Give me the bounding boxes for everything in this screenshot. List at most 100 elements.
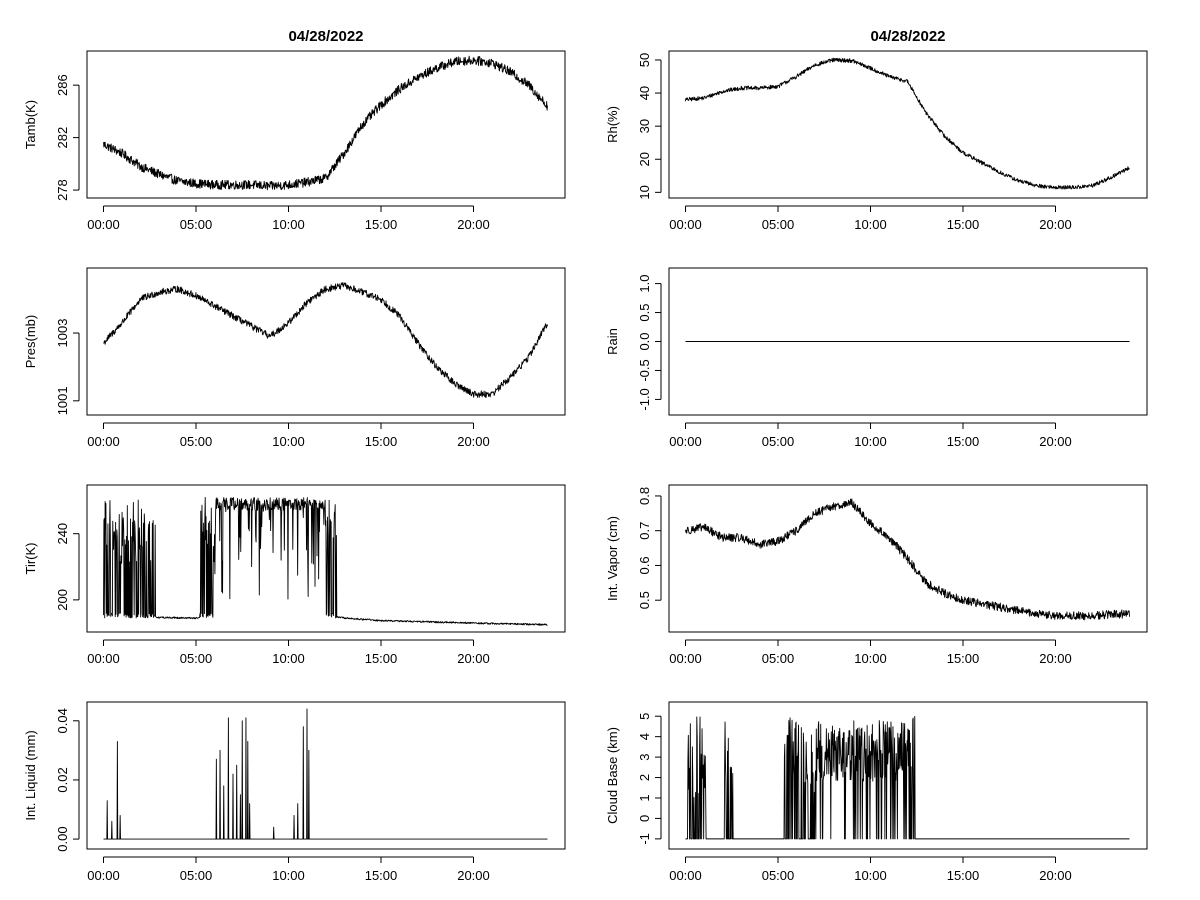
y-axis-label: Tir(K) — [23, 542, 38, 574]
x-tick-label: 20:00 — [457, 434, 490, 449]
x-tick-label: 15:00 — [365, 217, 398, 232]
y-tick-label: 0.5 — [637, 591, 652, 609]
x-tick-label: 20:00 — [1039, 217, 1072, 232]
x-tick-label: 10:00 — [272, 868, 305, 883]
x-tick-label: 05:00 — [180, 217, 213, 232]
plot-frame — [668, 50, 1148, 199]
y-tick-label: -1 — [637, 833, 652, 845]
x-tick-label: 15:00 — [947, 651, 980, 666]
y-axis-label: Tamb(K) — [23, 100, 38, 149]
x-tick-label: 00:00 — [669, 434, 702, 449]
data-series-line — [103, 496, 548, 626]
panel-int-liquid-mm: 00:00 05:00 10:00 15:00 20:00 0.00 0.02 0.04 Int… — [23, 701, 566, 883]
data-series-line — [685, 498, 1130, 621]
y-tick-label: 0.7 — [637, 522, 652, 540]
y-axis-label: Rh(%) — [605, 106, 620, 143]
x-tick-label: 10:00 — [854, 651, 887, 666]
x-tick-label: 05:00 — [180, 434, 213, 449]
plot-frame — [86, 484, 566, 633]
plot-frame — [668, 484, 1148, 633]
y-tick-label: 286 — [55, 74, 70, 96]
x-tick-label: 00:00 — [87, 651, 120, 666]
panel-rh: 00:00 05:00 10:00 15:00 20:00 10 20 30 40 50 Rh(%) — [605, 50, 1148, 232]
y-tick-label: 0.00 — [55, 826, 70, 851]
y-tick-label: 0.6 — [637, 556, 652, 574]
x-tick-label: 20:00 — [1039, 434, 1072, 449]
y-tick-label: 4 — [637, 733, 652, 740]
plot-frame — [86, 50, 566, 199]
x-tick-label: 10:00 — [854, 434, 887, 449]
data-series-line — [103, 55, 548, 191]
y-tick-label: 30 — [637, 119, 652, 133]
x-tick-label: 05:00 — [762, 868, 795, 883]
y-tick-label: 0.0 — [637, 332, 652, 350]
x-tick-label: 20:00 — [1039, 651, 1072, 666]
y-tick-label: 282 — [55, 127, 70, 149]
x-tick-label: 05:00 — [762, 434, 795, 449]
panel-tir-k: 00:00 05:00 10:00 15:00 20:00 200 240 Tir(K) — [23, 484, 566, 666]
x-tick-label: 15:00 — [947, 868, 980, 883]
y-axis-label: Int. Vapor (cm) — [605, 516, 620, 601]
y-axis-label: Int. Liquid (mm) — [23, 730, 38, 820]
y-tick-label: 50 — [637, 53, 652, 67]
y-tick-label: 0 — [637, 815, 652, 822]
panel-tamb-k: 00:00 05:00 10:00 15:00 20:00 278 282 286 Tamb(K… — [23, 50, 566, 232]
y-axis-label: Cloud Base (km) — [605, 727, 620, 824]
x-tick-label: 05:00 — [180, 651, 213, 666]
x-tick-label: 10:00 — [854, 217, 887, 232]
right-column-title: 04/28/2022 — [870, 28, 945, 45]
x-tick-label: 05:00 — [180, 868, 213, 883]
y-tick-label: 0.5 — [637, 304, 652, 322]
x-tick-label: 15:00 — [947, 434, 980, 449]
x-tick-label: 00:00 — [669, 217, 702, 232]
x-tick-label: 05:00 — [762, 217, 795, 232]
y-tick-label: 200 — [55, 589, 70, 611]
x-tick-label: 00:00 — [87, 217, 120, 232]
data-series-line — [685, 715, 1130, 840]
panel-int-vapor-cm: 00:00 05:00 10:00 15:00 20:00 0.5 0.6 0.7 0.8 Int… — [605, 484, 1148, 666]
plot-frame — [86, 267, 566, 416]
y-tick-label: 0.8 — [637, 487, 652, 505]
x-tick-label: 10:00 — [272, 651, 305, 666]
x-tick-label: 00:00 — [87, 868, 120, 883]
x-tick-label: 00:00 — [87, 434, 120, 449]
panel-cloud-base-km: 00:00 05:00 10:00 15:00 20:00 -1 0 1 2 3 4 5 Cloud B… — [605, 701, 1148, 883]
y-tick-label: 5 — [637, 713, 652, 720]
x-tick-label: 05:00 — [762, 651, 795, 666]
data-series-line — [103, 708, 548, 840]
y-tick-label: 2 — [637, 774, 652, 781]
y-tick-label: 1 — [637, 794, 652, 801]
panel-rain: 00:00 05:00 10:00 15:00 20:00 -1.0 -0.5 0.0 0.5 1… — [605, 267, 1148, 449]
y-tick-label: 3 — [637, 753, 652, 760]
x-tick-label: 20:00 — [457, 651, 490, 666]
x-tick-label: 00:00 — [669, 651, 702, 666]
data-series-line — [685, 57, 1130, 190]
y-tick-label: 40 — [637, 86, 652, 100]
x-tick-label: 10:00 — [272, 217, 305, 232]
x-tick-label: 20:00 — [1039, 868, 1072, 883]
x-tick-label: 15:00 — [947, 217, 980, 232]
y-tick-label: 0.04 — [55, 708, 70, 733]
y-tick-label: -0.5 — [637, 359, 652, 381]
y-tick-label: 278 — [55, 179, 70, 201]
x-tick-label: 20:00 — [457, 217, 490, 232]
y-axis-label: Pres(mb) — [23, 315, 38, 368]
y-tick-label: -1.0 — [637, 388, 652, 410]
y-tick-label: 1.0 — [637, 275, 652, 293]
x-tick-label: 00:00 — [669, 868, 702, 883]
plot-frame — [86, 701, 566, 850]
y-tick-label: 10 — [637, 185, 652, 199]
y-tick-label: 240 — [55, 523, 70, 545]
y-tick-label: 20 — [637, 152, 652, 166]
data-series-line — [103, 282, 548, 398]
plot-frame — [668, 701, 1148, 850]
x-tick-label: 15:00 — [365, 868, 398, 883]
x-tick-label: 15:00 — [365, 434, 398, 449]
panel-grid: 00:00 05:00 10:00 15:00 20:00 278 282 286 Tamb(K… — [23, 50, 1148, 883]
x-tick-label: 15:00 — [365, 651, 398, 666]
plot-frame — [668, 267, 1148, 416]
y-axis-label: Rain — [605, 328, 620, 355]
x-tick-label: 10:00 — [272, 434, 305, 449]
